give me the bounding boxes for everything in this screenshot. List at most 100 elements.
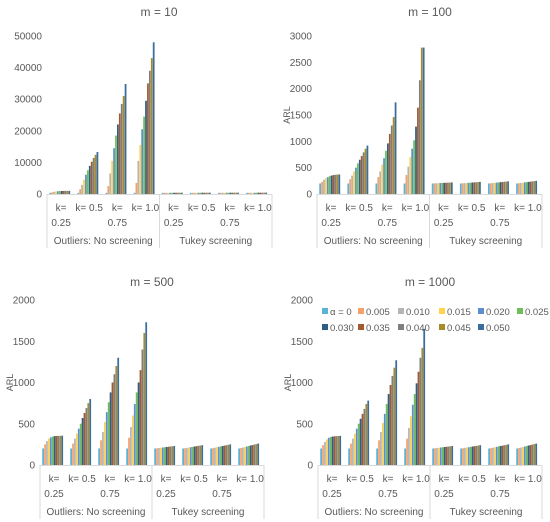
x-tick-label: k= 0.75	[378, 203, 398, 229]
bar	[143, 333, 146, 465]
bar	[57, 435, 60, 465]
bar	[378, 440, 380, 465]
x-tick-label: k= 0.75	[212, 474, 232, 500]
legend-item: 0.025	[517, 307, 549, 318]
y-tick-label: 1000	[13, 378, 36, 389]
x-tick-label: k= 1.0	[514, 474, 542, 485]
chart-panel-4: m = 1000 0 500 1000 1500 2000 ARL k= 0.25 k= 0.5 k…	[283, 275, 543, 519]
bar	[107, 402, 110, 465]
bar	[103, 422, 106, 465]
bar	[245, 446, 248, 465]
x-tick-label: k= 0.5	[180, 474, 208, 485]
chart-panel-3: m = 500 0 500 1000 1500 2000 ARL k= 0.25 k= 0.5 k=…	[5, 275, 265, 519]
bar	[145, 322, 148, 465]
bar	[450, 182, 453, 194]
bar	[379, 171, 382, 194]
bar	[433, 183, 436, 194]
bar	[505, 444, 508, 465]
bar	[186, 447, 188, 465]
bar	[338, 174, 341, 194]
bar	[235, 192, 238, 194]
x-tick-label: k= 0.75	[490, 203, 510, 229]
x-tick-label: k= 0.5	[458, 474, 486, 485]
bar	[351, 175, 353, 194]
bar	[357, 423, 360, 465]
x-tick-label: k= 0.25	[51, 203, 71, 229]
bar	[105, 412, 108, 465]
y-tick-label: 40000	[14, 63, 42, 74]
bar	[126, 448, 128, 465]
bar	[475, 445, 478, 465]
bar	[238, 448, 240, 465]
bar	[490, 448, 492, 465]
bar	[519, 182, 522, 194]
bar	[460, 448, 462, 465]
y-tick-label: 0	[36, 190, 42, 201]
bar	[117, 357, 120, 465]
bar	[109, 173, 112, 194]
y-tick-label: 2500	[290, 58, 313, 69]
bar	[141, 129, 144, 194]
bar	[219, 446, 222, 465]
group-label: Tukey screening	[172, 507, 245, 518]
bar	[92, 157, 95, 194]
bar	[143, 116, 145, 194]
bar	[249, 445, 252, 465]
bar	[473, 446, 476, 465]
y-tick-label: 2000	[291, 296, 314, 307]
bar	[193, 192, 196, 194]
bar	[115, 135, 117, 194]
legend-label: 0.030	[330, 323, 354, 334]
bar	[319, 183, 322, 194]
bar	[381, 422, 384, 465]
y-tick-label: 500	[295, 163, 312, 174]
legend-swatch	[439, 324, 445, 330]
group-label: Tukey screening	[450, 507, 523, 518]
bar	[118, 113, 121, 194]
bar	[404, 448, 406, 465]
bar	[462, 448, 464, 465]
bar	[409, 157, 412, 194]
bar	[392, 117, 395, 194]
bar	[333, 436, 336, 465]
bar	[439, 447, 442, 465]
bar	[189, 447, 192, 465]
bar	[124, 84, 127, 194]
bar	[113, 374, 116, 465]
bar	[469, 446, 472, 465]
x-tick-label: k= 0.5	[68, 474, 96, 485]
bar	[405, 175, 408, 194]
bar	[177, 192, 179, 194]
bar	[221, 446, 224, 465]
x-tick-label: k= 0.25	[156, 474, 176, 500]
bar	[131, 415, 134, 465]
bar	[523, 182, 526, 194]
bar	[217, 446, 220, 465]
bar	[197, 192, 200, 194]
legend-swatch	[478, 308, 484, 314]
bar	[459, 183, 462, 194]
bar	[227, 444, 230, 465]
bar	[463, 183, 466, 194]
bar	[223, 445, 226, 465]
legend-item: 0.005	[358, 307, 390, 318]
bar	[348, 448, 350, 465]
bar	[495, 182, 498, 194]
group-label: Tukey screening	[179, 236, 252, 247]
x-tick-label: k= 0.25	[434, 474, 454, 500]
bar	[195, 446, 198, 465]
bar	[111, 382, 114, 465]
legend: α = 0 0.005 0.010 0.015 0.020 0.025 0.030 0.035…	[322, 307, 549, 334]
bar	[423, 328, 426, 466]
x-tick-label: k= 0.75	[220, 203, 240, 229]
bar	[335, 436, 338, 466]
x-tick-label: k= 1.0	[236, 474, 264, 485]
bar	[449, 182, 451, 194]
bar	[137, 160, 140, 194]
bar	[150, 58, 153, 195]
y-tick-label: 10000	[14, 158, 42, 169]
bar	[259, 192, 262, 194]
bar	[388, 133, 391, 194]
x-tick-label: k= 0.5	[75, 203, 103, 214]
bar	[350, 443, 352, 465]
